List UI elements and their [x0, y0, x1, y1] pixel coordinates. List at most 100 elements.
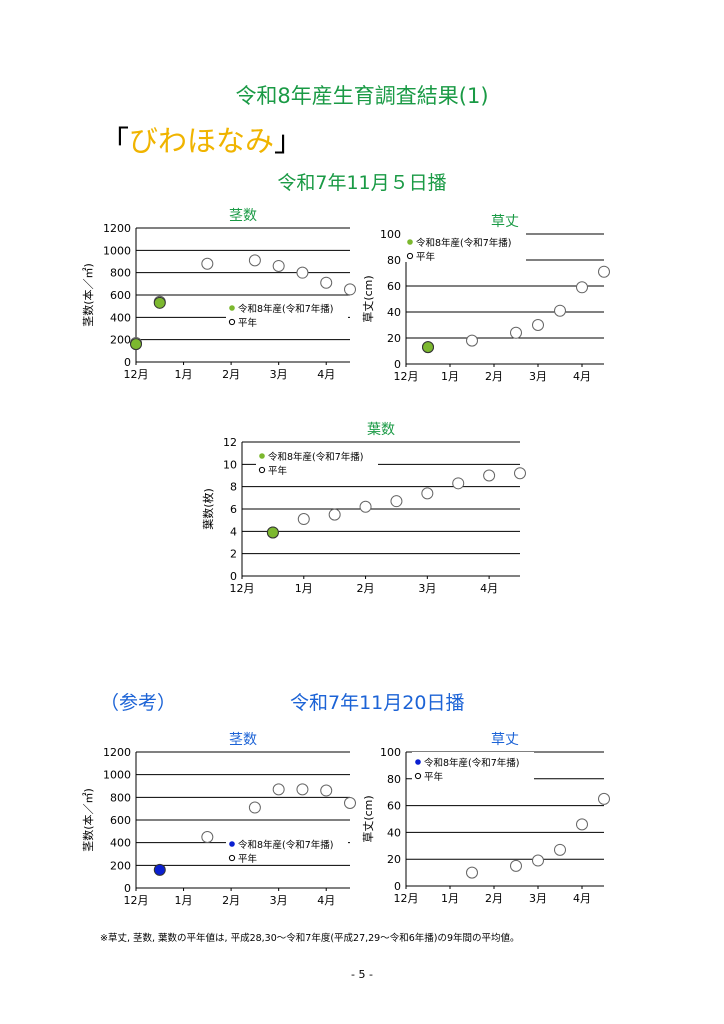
data-point-normal: [272, 783, 285, 796]
y-axis-label: 草丈(cm): [362, 795, 375, 842]
data-point-normal: [296, 266, 309, 279]
variety-label: びわほなみ: [129, 124, 275, 158]
legend-label-current: 令和8年産(令和7年播): [268, 451, 364, 463]
page-title: 令和8年産生育調査結果(1): [235, 84, 489, 108]
legend-marker-current: [229, 305, 235, 311]
legend-label-current: 令和8年産(令和7年播): [416, 237, 512, 249]
data-point-normal: [510, 326, 522, 339]
section-heading-nov20: 令和7年11月20日播: [290, 692, 465, 714]
data-point-normal: [598, 792, 610, 805]
chart-stems-nov5: 茎数 0 200 400 600 800 1000 1200 12月 1月 2月 3月 4月 茎数(本／㎡…: [81, 208, 356, 381]
legend-label-current: 令和8年産(令和7年播): [238, 303, 334, 315]
legend-box: [412, 752, 534, 782]
data-point-normal: [421, 487, 434, 500]
x-tick-label: 2月: [222, 894, 240, 907]
data-point-current: [153, 296, 166, 309]
data-point-normal: [554, 843, 566, 856]
x-tick-label: 3月: [270, 368, 288, 381]
section-heading-nov5: 令和7年11月５日播: [277, 172, 447, 194]
y-tick-label: 0: [230, 570, 237, 583]
reference-label: （参考）: [100, 692, 177, 714]
data-point-normal: [297, 513, 310, 526]
data-point-normal: [328, 508, 341, 521]
x-tick-label: 4月: [573, 892, 591, 905]
y-tick-label: 1200: [103, 746, 131, 759]
data-point-normal: [201, 257, 214, 270]
data-point-normal: [248, 254, 261, 267]
x-tick-label: 3月: [270, 894, 288, 907]
legend-box: [226, 834, 348, 864]
chart-title: 茎数: [229, 732, 257, 748]
x-tick-label: 4月: [317, 894, 335, 907]
page-number: - 5 -: [351, 968, 373, 981]
legend-label-current: 令和8年産(令和7年播): [424, 757, 520, 769]
legend-label-normal: 平年: [238, 853, 258, 865]
x-tick-label: 12月: [394, 370, 419, 383]
y-tick-label: 20: [387, 853, 401, 866]
legend-marker-normal: [228, 854, 236, 862]
y-tick-label: 12: [223, 436, 237, 449]
legend-marker-normal: [258, 466, 266, 474]
data-point-normal: [466, 334, 478, 347]
y-tick-label: 60: [387, 800, 401, 813]
data-point-normal: [320, 784, 333, 797]
x-tick-label: 2月: [222, 368, 240, 381]
y-tick-label: 10: [223, 458, 237, 471]
legend-label-normal: 平年: [238, 317, 258, 329]
y-tick-label: 0: [124, 882, 131, 895]
data-point-current: [266, 526, 279, 539]
y-tick-label: 1000: [103, 769, 131, 782]
x-tick-label: 2月: [485, 370, 503, 383]
chart-leaves-nov5: 葉数 0 2 4 6 8 10 12 12月 1月 2月 3月 4月 葉数(枚) 令和8年産(令和7年播) 平…: [201, 422, 526, 595]
legend-marker-normal: [228, 318, 236, 326]
y-axis-label: 茎数(本／㎡): [81, 263, 95, 327]
data-point-normal: [598, 265, 610, 278]
legend-label-current: 令和8年産(令和7年播): [238, 839, 334, 851]
data-point-normal: [296, 783, 309, 796]
x-tick-label: 12月: [230, 582, 255, 595]
data-point-current: [130, 338, 142, 351]
data-point-normal: [344, 283, 356, 296]
x-tick-label: 2月: [357, 582, 375, 595]
y-tick-label: 2: [230, 548, 237, 561]
legend-marker-current: [229, 841, 235, 847]
data-point-current: [153, 863, 166, 876]
data-point-normal: [466, 866, 478, 879]
y-tick-label: 20: [387, 332, 401, 345]
legend-marker-current: [415, 759, 421, 765]
data-point-normal: [510, 859, 522, 872]
legend-label-normal: 平年: [424, 771, 444, 783]
data-point-normal: [452, 477, 465, 490]
footnote: ※草丈, 茎数, 葉数の平年値は, 平成28,30～令和7年度(平成27,29～…: [100, 933, 520, 944]
y-tick-label: 0: [394, 880, 401, 893]
chart-height-nov5: 草丈 0 20 40 60 80 100 12月 1月 2月 3月 4月 草丈(cm) 令和8年産(令和7…: [362, 214, 610, 383]
chart-title: 茎数: [229, 208, 257, 224]
y-tick-label: 60: [387, 280, 401, 293]
y-tick-label: 800: [110, 791, 131, 804]
y-tick-label: 8: [230, 481, 237, 494]
y-axis-label: 草丈(cm): [362, 275, 375, 322]
data-point-normal: [576, 818, 588, 831]
data-point-normal: [201, 831, 214, 843]
y-tick-label: 40: [387, 826, 401, 839]
variety-bracket-close: 」: [274, 124, 304, 158]
x-tick-label: 4月: [317, 368, 335, 381]
x-tick-label: 4月: [480, 582, 498, 595]
legend-label-normal: 平年: [416, 251, 436, 263]
data-point-normal: [272, 259, 285, 272]
y-tick-label: 800: [110, 267, 131, 280]
chart-title: 葉数: [367, 422, 395, 438]
x-tick-label: 3月: [529, 370, 547, 383]
y-tick-label: 200: [110, 859, 131, 872]
x-tick-label: 1月: [441, 892, 459, 905]
x-tick-label: 12月: [394, 892, 419, 905]
chart-height-nov20: 草丈 0 20 40 60 80 100 12月 1月 2月 3月 4月 草丈(cm) 令和8年産(令和7…: [362, 732, 610, 905]
y-tick-label: 0: [394, 358, 401, 371]
x-tick-label: 3月: [529, 892, 547, 905]
y-tick-label: 80: [387, 254, 401, 267]
data-point-current: [422, 341, 434, 354]
y-axis-label: 葉数(枚): [201, 488, 215, 530]
data-point-normal: [514, 467, 526, 480]
x-tick-label: 1月: [295, 582, 313, 595]
chart-title: 草丈: [491, 732, 519, 748]
